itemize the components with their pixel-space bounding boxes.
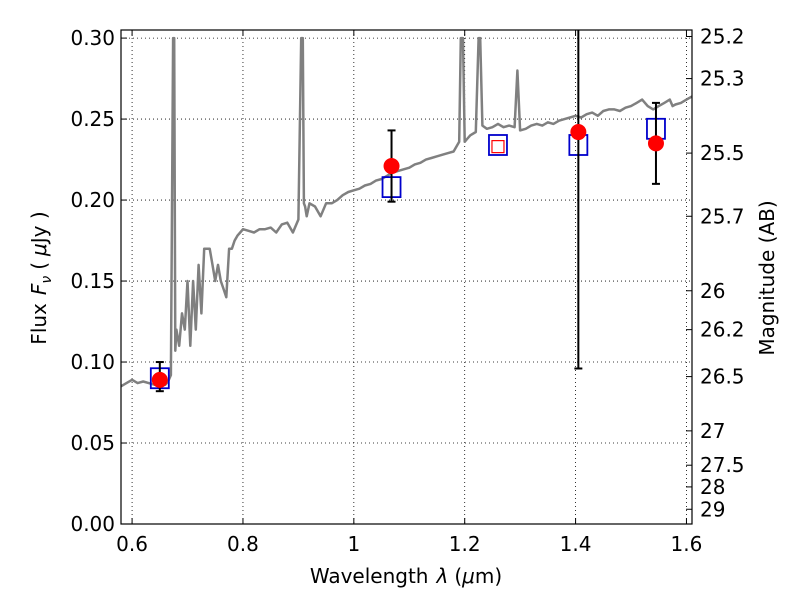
mag-tick-label: 25.3 <box>700 67 745 91</box>
axes: 0.6 0.8 1 1.2 1.4 1.6 0.00 0.05 0.10 0.15 0.20 0.25… <box>70 24 744 556</box>
mag-tick-label: 27 <box>700 419 725 443</box>
y-tick-label: 0.05 <box>70 431 115 455</box>
observed-point <box>647 135 664 152</box>
upper-limit-marker <box>491 140 505 154</box>
plot-frame <box>120 29 693 525</box>
x-tick-label: 1.2 <box>449 532 481 556</box>
mag-tick-label: 29 <box>700 497 725 521</box>
y-tick-label: 0.10 <box>70 350 115 374</box>
model-photometry-box <box>488 134 508 156</box>
y-tick-label: 0.20 <box>70 188 115 212</box>
observed-point <box>151 371 168 388</box>
mag-tick-label: 25.2 <box>700 24 745 48</box>
mag-tick-label: 27.5 <box>700 453 745 477</box>
mag-tick-label: 25.5 <box>700 141 745 165</box>
y-axis-label: FluxFν(μJy ) <box>27 211 55 344</box>
x-tick-label: 1.6 <box>671 532 703 556</box>
observed-point <box>383 158 400 175</box>
y-tick-label: 0.25 <box>70 107 115 131</box>
x-tick-label: 1 <box>347 532 360 556</box>
y-tick-label: 0.30 <box>70 26 115 50</box>
right-axis-label: Magnitude (AB) <box>755 200 779 355</box>
x-tick-label: 0.8 <box>227 532 259 556</box>
y-tick-label: 0.15 <box>70 269 115 293</box>
mag-tick-label: 25.7 <box>700 204 745 228</box>
y-tick-label: 0.00 <box>70 512 115 536</box>
mag-tick-label: 26 <box>700 279 725 303</box>
x-tick-label: 1.4 <box>560 532 592 556</box>
mag-tick-label: 26.5 <box>700 365 745 389</box>
x-tick-label: 0.6 <box>116 532 148 556</box>
mag-tick-label: 26.2 <box>700 318 745 342</box>
error-bars <box>151 30 664 393</box>
x-axis-label: Wavelength λ (μm) <box>310 564 502 588</box>
observed-point <box>570 124 587 141</box>
mag-tick-label: 28 <box>700 475 725 499</box>
